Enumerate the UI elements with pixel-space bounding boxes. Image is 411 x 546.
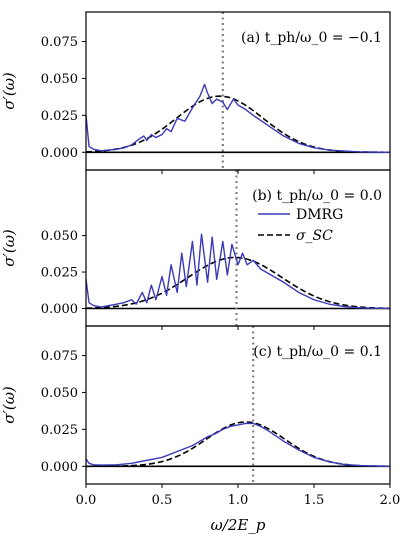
y-tick-label: 0.025 [41,423,78,438]
panel-c: 0.000 0.025 0.050 0.075 σ′(ω) (c) t_ph/ω_0 = … [0,325,391,488]
panel-a: 0.000 0.025 0.050 0.075 σ′(ω) (a) t_ph/ω_0 = … [0,11,391,174]
legend-dmrg-label: DMRG [296,207,343,223]
panel-label: (b) t_ph/ω_0 = 0.0 [252,188,382,204]
x-axis-label: ω/2E_p [211,516,266,534]
dmrg-line [85,233,391,310]
y-tick-label: 0.075 [41,349,78,364]
panel-b: 0.000 0.025 0.050 σ′(ω) (b) t_ph/ω_0 = 0.0 [0,169,391,330]
x-tick-label: 0.5 [152,493,173,508]
legend: DMRG σ_SC [258,207,343,244]
y-axis-label: σ′(ω) [0,72,18,110]
y-tick-label: 0.000 [41,146,78,161]
dmrg-line [85,422,391,467]
y-tick-label: 0.000 [41,302,78,317]
x-tick-label: 1.5 [304,493,325,508]
x-tick-label: 2.0 [380,493,401,508]
y-tick-label: 0.075 [41,35,78,50]
x-tick-label: 1.0 [228,493,249,508]
y-tick-label: 0.000 [41,460,78,475]
dmrg-line [85,83,391,153]
sigma-sc-line [86,421,390,468]
y-tick-label: 0.025 [41,266,78,281]
y-tick-label: 0.025 [41,109,78,124]
y-tick-label: 0.050 [41,72,78,87]
y-tick-label: 0.050 [41,386,78,401]
sigma-sc-line [85,256,391,310]
legend-sc-label: σ_SC [296,228,333,244]
x-tick-label: 0.0 [76,493,97,508]
panel-label: (a) t_ph/ω_0 = −0.1 [241,30,382,46]
y-axis-label: σ′(ω) [0,229,18,267]
panel-label: (c) t_ph/ω_0 = 0.1 [253,344,382,360]
y-axis-label: σ′(ω) [0,386,18,424]
y-tick-label: 0.050 [41,229,78,244]
